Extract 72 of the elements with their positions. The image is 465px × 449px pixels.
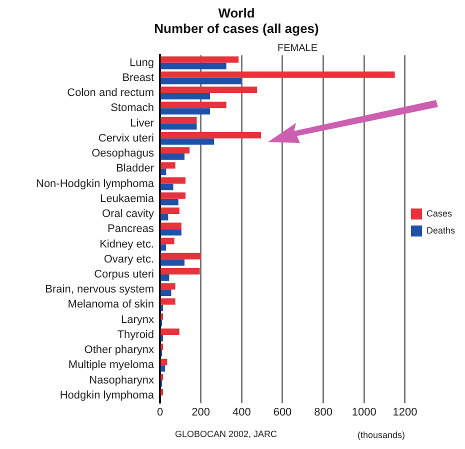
y-tick-label: Nasopharynx xyxy=(89,374,154,386)
bar xyxy=(160,78,242,84)
bar xyxy=(160,229,182,236)
y-tick-label: Non-Hodgkin lymphoma xyxy=(36,178,155,190)
y-tick-label: Kidney etc. xyxy=(100,238,154,250)
x-tick-label: 1000 xyxy=(352,406,376,419)
y-tick-label: Thyroid xyxy=(117,328,154,341)
bar xyxy=(160,108,210,115)
text: GLOBOCAN 2002, JARC xyxy=(175,428,278,439)
y-tick-label: Leukaemia xyxy=(100,192,155,205)
bar xyxy=(160,71,395,78)
bar xyxy=(160,62,226,70)
bar xyxy=(160,123,197,130)
bar xyxy=(160,328,180,335)
bar xyxy=(160,252,201,260)
bar xyxy=(160,298,176,305)
y-tick-label: Stomach xyxy=(110,102,154,114)
y-tick-label: Colon and rectum xyxy=(67,87,154,100)
x-tick-label: 400 xyxy=(232,406,251,419)
bar xyxy=(160,93,210,100)
y-tick-label: Larynx xyxy=(120,314,154,326)
x-tick-label: 200 xyxy=(192,406,210,419)
y-tick-label: Cervix uteri xyxy=(98,132,154,144)
bar xyxy=(160,365,166,372)
y-tick-label: Other pharynx xyxy=(84,344,154,356)
bar xyxy=(160,138,214,145)
y-tick-label: Oral cavity xyxy=(102,208,154,220)
bar xyxy=(160,208,180,214)
bar xyxy=(160,86,257,94)
y-tick-label: Melanoma of skin xyxy=(68,298,154,311)
bar xyxy=(160,192,186,199)
y-tick-label: Corpus uteri xyxy=(94,268,154,280)
y-tick-label: Ovary etc. xyxy=(104,253,154,266)
x-tick-label: 800 xyxy=(314,406,332,419)
bar xyxy=(160,274,170,281)
bar xyxy=(160,147,190,154)
chart-title: World xyxy=(218,5,255,20)
legend-label: Deaths xyxy=(426,225,456,236)
bar xyxy=(160,116,197,124)
bar xyxy=(160,153,184,160)
bar xyxy=(160,132,262,138)
bar xyxy=(160,56,239,63)
bar xyxy=(160,184,174,190)
y-tick-label: Brain, nervous system xyxy=(45,284,154,296)
bar xyxy=(160,168,166,176)
bar xyxy=(160,162,176,169)
y-tick-label: Hodgkin lymphoma xyxy=(60,389,155,402)
x-tick-label: 0 xyxy=(156,406,164,419)
y-tick-label: Pancreas xyxy=(108,223,154,236)
bar xyxy=(160,244,166,251)
y-tick-label: Oesophagus xyxy=(92,148,154,160)
bar xyxy=(160,268,200,274)
chart-subtitle: Number of cases (all ages) xyxy=(154,20,319,36)
y-tick-label: Multiple myeloma xyxy=(68,359,155,372)
text: FEMALE xyxy=(277,42,318,54)
bar xyxy=(160,222,182,230)
y-tick-label: Bladder xyxy=(116,162,154,175)
y-tick-label: Lung xyxy=(130,56,154,69)
x-axis-title: (thousands) xyxy=(357,430,405,440)
bar xyxy=(160,290,172,296)
bar xyxy=(160,102,226,108)
y-tick-label: Breast xyxy=(122,72,154,84)
bar xyxy=(160,198,178,206)
legend-label: Cases xyxy=(426,208,452,218)
bar xyxy=(160,214,168,220)
bar xyxy=(160,177,186,184)
x-tick-label: 1200 xyxy=(392,406,418,419)
bar xyxy=(160,283,176,290)
bar xyxy=(160,238,174,244)
bar xyxy=(160,259,184,266)
x-tick-label: 600 xyxy=(273,406,292,419)
y-tick-label: Liver xyxy=(130,117,154,130)
